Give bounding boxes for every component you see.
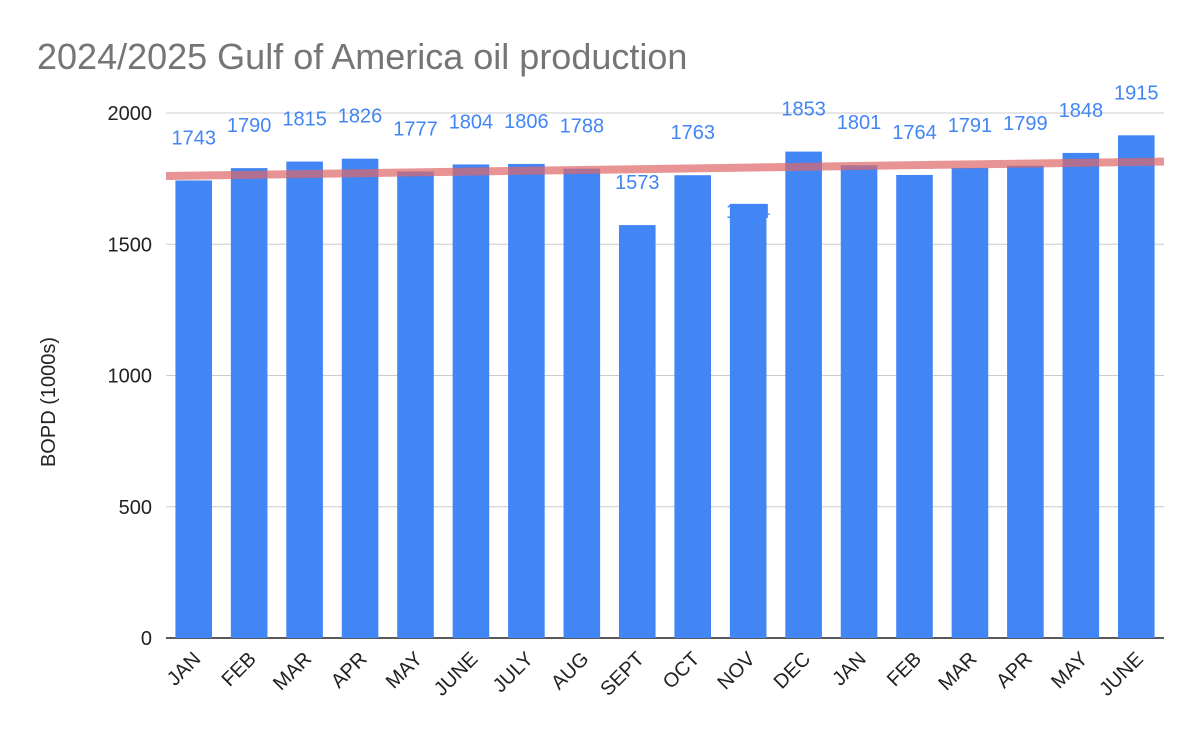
x-tick-label: JULY [489,648,538,697]
data-label: 1853 [781,99,826,121]
data-label: 1764 [892,122,937,144]
data-label: 1573 [615,172,660,194]
bar [230,168,268,638]
data-label: 1848 [1059,100,1104,122]
x-tick-label: OCT [659,648,704,693]
trendline-group [165,157,1165,180]
data-label: 1763 [670,122,715,144]
x-tick-label: MAY [382,648,427,693]
data-labels: 1743 1790 1815 1826 1777 1804 1806 1788 1573 1763… [171,82,1158,223]
data-label: 1743 [171,127,216,149]
y-tick-label: 2000 [108,103,153,125]
x-tick-label: APR [992,648,1037,693]
x-tick-label: AUG [547,648,593,694]
bar [896,174,933,638]
data-label: 1799 [1003,113,1048,135]
bars [175,135,1155,639]
x-tick-label: FEB [883,648,926,691]
bar [1062,152,1100,638]
data-label: 1790 [227,115,272,137]
bar [729,203,767,638]
x-tick-label: SEPT [596,648,649,701]
chart-title: 2024/2025 Gulf of America oil production [37,36,687,77]
y-tick-labels: 0 500 1000 1500 2000 [108,103,153,650]
bar [341,158,379,639]
y-axis-title: BOPD (1000s) [38,337,60,467]
data-label: 1801 [837,112,882,134]
data-label: 1815 [282,109,327,131]
bar [951,167,989,639]
y-tick-label: 0 [141,628,152,650]
bar [1007,165,1044,638]
gridlines [166,112,1164,639]
x-tick-label: MAR [269,648,316,695]
bar [785,151,822,638]
bar [674,175,712,638]
bar [508,163,545,639]
data-label: 1804 [449,111,494,133]
data-label: 1791 [948,115,993,137]
x-tick-label: JUNE [430,648,482,700]
bar [840,165,878,639]
y-tick-label: 500 [119,497,152,519]
y-tick-label: 1500 [108,234,153,256]
x-tick-label: JAN [163,648,205,690]
y-tick-label: 1000 [108,366,153,388]
bar [397,171,434,638]
bar [452,164,490,638]
x-tick-label: DEC [770,648,815,693]
data-label: 1915 [1114,82,1159,104]
x-tick-label: FEB [218,648,261,691]
x-tick-label: NOV [713,648,760,695]
data-label: 1806 [504,111,549,133]
x-tick-label: MAR [934,648,981,695]
bar [618,225,656,638]
bar [286,161,323,638]
data-label: 1777 [393,119,438,141]
x-tick-labels: JAN FEB MAR APR MAY JUNE JULY AUG SEPT OCT NOV DEC J… [163,648,1148,701]
data-label: 1826 [338,106,383,128]
x-tick-label: JAN [828,648,870,690]
x-tick-label: JUNE [1095,648,1147,700]
bar [1117,135,1155,638]
trendline [165,157,1165,180]
data-label: 1654 [726,201,771,223]
x-tick-label: APR [327,648,372,693]
data-label: 1788 [560,116,605,138]
x-tick-label: MAY [1047,648,1092,693]
bar [563,168,601,638]
bar [175,180,213,638]
